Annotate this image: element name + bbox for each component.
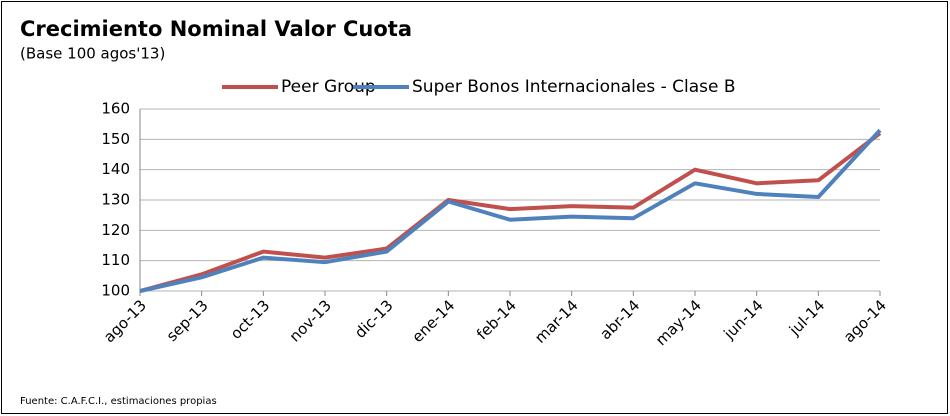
legend-label: Peer Group	[281, 77, 376, 97]
x-tick-label: dic-13	[351, 296, 397, 342]
x-tick-label: jul-14	[785, 296, 828, 339]
x-tick-label: ago-13	[100, 296, 150, 346]
x-tick-label: ago-14	[840, 296, 890, 346]
y-tick-label: 120	[101, 221, 130, 239]
y-tick-label: 140	[101, 160, 130, 178]
x-tick-label: ene-14	[409, 296, 459, 346]
source-note: Fuente: C.A.F.C.I., estimaciones propias	[20, 396, 217, 407]
x-tick-label: sep-13	[163, 296, 212, 345]
series-line	[139, 128, 882, 293]
x-tick-label: abr-14	[596, 296, 643, 343]
y-tick-label: 160	[101, 100, 130, 118]
x-tick-label: oct-13	[227, 296, 274, 343]
series-line	[139, 131, 882, 293]
x-tick-label: may-14	[652, 296, 705, 349]
chart-subtitle: (Base 100 agos'13)	[20, 45, 165, 63]
x-tick-label: nov-13	[286, 296, 335, 345]
y-tick-label: 110	[101, 251, 130, 269]
legend-label: Super Bonos Internacionales - Clase B	[412, 77, 736, 97]
x-tick-label: jun-14	[720, 296, 767, 343]
y-tick-label: 150	[101, 130, 130, 148]
chart-title: Crecimiento Nominal Valor Cuota	[20, 17, 412, 41]
y-tick-label: 130	[101, 191, 130, 209]
x-tick-label: feb-14	[473, 296, 520, 343]
x-tick-label: mar-14	[531, 296, 582, 347]
y-tick-label: 100	[101, 282, 130, 300]
